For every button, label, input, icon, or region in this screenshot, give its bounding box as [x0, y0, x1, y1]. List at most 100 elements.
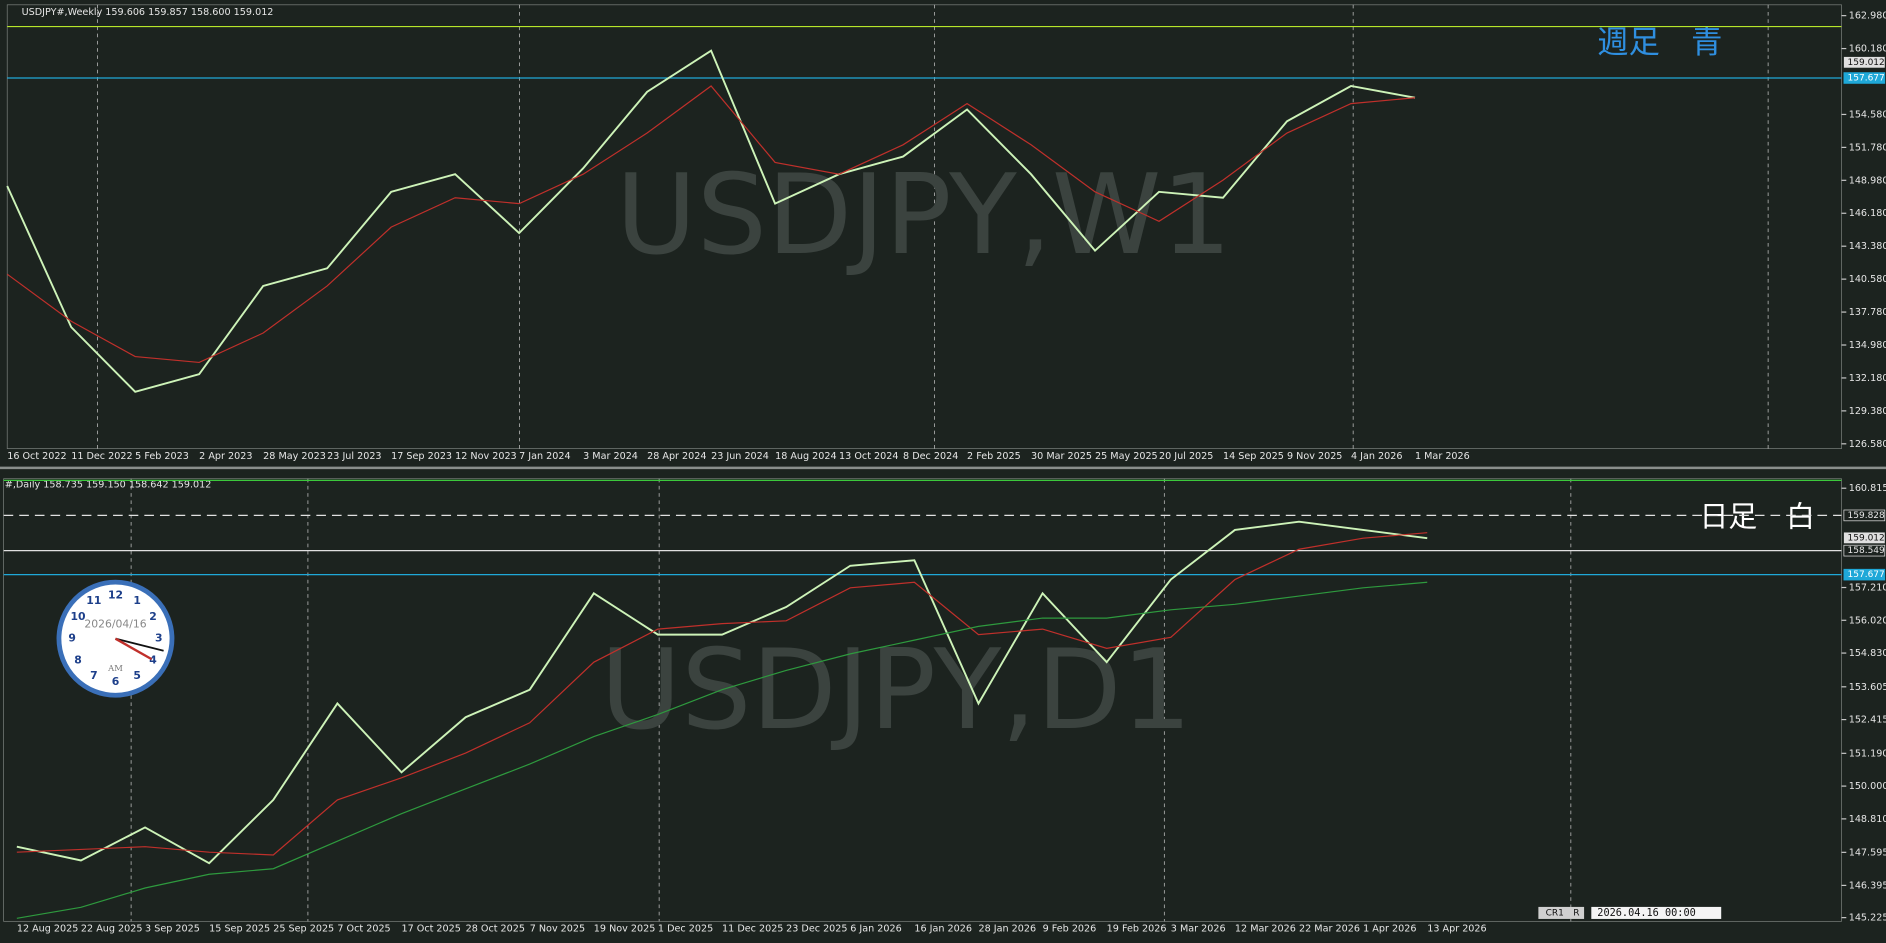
- x-tick-label: 14 Sep 2025: [1223, 451, 1284, 462]
- clock-numeral: 4: [149, 653, 157, 666]
- x-tick-label: 5 Feb 2023: [135, 451, 189, 462]
- moving-average: [16, 581, 1428, 919]
- x-tick-label: 28 May 2023: [263, 451, 326, 462]
- x-tick-label: 3 Mar 2024: [583, 451, 638, 462]
- x-tick-label: 17 Oct 2025: [401, 924, 460, 935]
- moving-average: [6, 85, 1416, 364]
- annotation: 週足 青: [1597, 24, 1722, 60]
- clock-period: AM: [107, 663, 123, 673]
- clock-numeral: 12: [108, 588, 123, 601]
- y-tick-label: 162.980: [1849, 11, 1886, 22]
- x-tick-label: 9 Feb 2026: [1043, 924, 1097, 935]
- x-tick-label: 6 Jan 2026: [850, 924, 902, 935]
- x-tick-label: 2 Feb 2025: [967, 451, 1021, 462]
- bid-tag: [1843, 532, 1885, 544]
- x-tick-label: 30 Mar 2025: [1031, 451, 1092, 462]
- clock-numeral: 8: [74, 653, 82, 666]
- clock-numeral: 1: [133, 594, 141, 607]
- x-tick-label: 1 Apr 2026: [1363, 924, 1416, 935]
- y-tick-label: 126.580: [1849, 439, 1886, 450]
- y-tick-label: 150.000: [1849, 781, 1886, 792]
- x-tick-label: 28 Oct 2025: [466, 924, 525, 935]
- y-tick-label: 156.020: [1849, 615, 1886, 626]
- clock-numeral: 7: [90, 669, 98, 682]
- x-tick-label: 23 Dec 2025: [786, 924, 847, 935]
- y-tick-label: 148.810: [1849, 814, 1886, 825]
- price-tag-label: 157.677: [1848, 570, 1885, 580]
- price-tag: [1843, 568, 1886, 581]
- x-tick-label: 22 Aug 2025: [81, 924, 143, 935]
- price-line: [16, 520, 1428, 865]
- x-tick-label: 16 Jan 2026: [914, 924, 972, 935]
- x-tick-label: 11 Dec 2025: [722, 924, 783, 935]
- x-tick-label: 15 Sep 2025: [209, 924, 270, 935]
- x-tick-label: 1 Mar 2026: [1415, 451, 1470, 462]
- status-mode: CR1: [1546, 908, 1564, 918]
- y-tick-label: 160.180: [1849, 44, 1886, 55]
- price-tag-label: 157.677: [1848, 74, 1885, 84]
- clock-numeral: 2: [149, 610, 157, 623]
- y-tick-label: 148.980: [1849, 175, 1886, 186]
- y-tick-label: 151.780: [1849, 142, 1886, 153]
- x-tick-label: 3 Mar 2026: [1171, 924, 1226, 935]
- x-tick-label: 7 Nov 2025: [530, 924, 585, 935]
- x-tick-label: 18 Aug 2024: [775, 451, 837, 462]
- y-tick-label: 160.815: [1849, 483, 1886, 494]
- bid-tag: [1843, 56, 1885, 68]
- status-flag: R: [1573, 908, 1579, 918]
- x-tick-label: 1 Dec 2025: [658, 924, 713, 935]
- x-tick-label: 19 Feb 2026: [1107, 924, 1167, 935]
- y-tick-label: 137.780: [1849, 307, 1886, 318]
- bid-tag-label: 159.012: [1848, 533, 1885, 543]
- x-tick-label: 20 Jul 2025: [1159, 451, 1213, 462]
- price-tag: [1843, 509, 1886, 522]
- y-tick-label: 157.210: [1849, 583, 1886, 594]
- y-tick-label: 132.180: [1849, 373, 1886, 384]
- y-tick-label: 134.980: [1849, 340, 1886, 351]
- x-tick-label: 17 Sep 2023: [391, 451, 452, 462]
- watermark: USDJPY,D1: [600, 626, 1192, 755]
- watermark: USDJPY,W1: [616, 151, 1232, 280]
- x-tick-label: 22 Mar 2026: [1299, 924, 1360, 935]
- x-tick-label: 23 Jun 2024: [711, 451, 769, 462]
- clock-numeral: 11: [86, 594, 101, 607]
- x-tick-label: 19 Nov 2025: [594, 924, 656, 935]
- y-tick-label: 153.605: [1849, 682, 1886, 693]
- x-tick-label: 13 Oct 2024: [839, 451, 898, 462]
- x-tick-label: 12 Nov 2023: [455, 451, 517, 462]
- x-tick-label: 28 Jan 2026: [978, 924, 1036, 935]
- y-tick-label: 151.190: [1849, 748, 1886, 759]
- x-tick-label: 3 Sep 2025: [145, 924, 200, 935]
- x-tick-label: 23 Jul 2023: [327, 451, 381, 462]
- y-tick-label: 154.580: [1849, 109, 1886, 120]
- x-tick-label: 9 Nov 2025: [1287, 451, 1342, 462]
- annotation: 日足 白: [1700, 499, 1815, 533]
- moving-average: [16, 532, 1428, 856]
- x-tick-label: 7 Oct 2025: [337, 924, 390, 935]
- bid-tag-label: 159.012: [1848, 58, 1885, 68]
- clock-numeral: 10: [70, 610, 85, 623]
- chart-header: #,Daily 158.735 159.150 158.642 159.012: [5, 480, 212, 491]
- price-line: [6, 49, 1416, 393]
- clock-numeral: 5: [133, 669, 141, 682]
- x-tick-label: 7 Jan 2024: [519, 451, 571, 462]
- price-tag-label: 159.828: [1848, 511, 1886, 521]
- x-tick-label: 25 Sep 2025: [273, 924, 334, 935]
- x-tick-label: 11 Dec 2022: [71, 451, 132, 462]
- clock-numeral: 9: [68, 632, 76, 645]
- y-tick-label: 129.380: [1849, 406, 1886, 417]
- status-time: 2026.04.16 00:00: [1597, 908, 1695, 919]
- x-tick-label: 25 May 2025: [1095, 451, 1158, 462]
- y-tick-label: 146.395: [1849, 880, 1886, 891]
- x-tick-label: 28 Apr 2024: [647, 451, 706, 462]
- clock-date: 2026/04/16: [84, 617, 146, 630]
- clock-hand: [115, 637, 164, 652]
- chart-header: USDJPY#,Weekly 159.606 159.857 158.600 1…: [22, 7, 274, 18]
- status-box: [1591, 906, 1722, 919]
- price-tag: [1843, 72, 1886, 84]
- x-tick-label: 12 Aug 2025: [17, 924, 79, 935]
- clock-numeral: 6: [112, 675, 120, 688]
- x-tick-label: 12 Mar 2026: [1235, 924, 1296, 935]
